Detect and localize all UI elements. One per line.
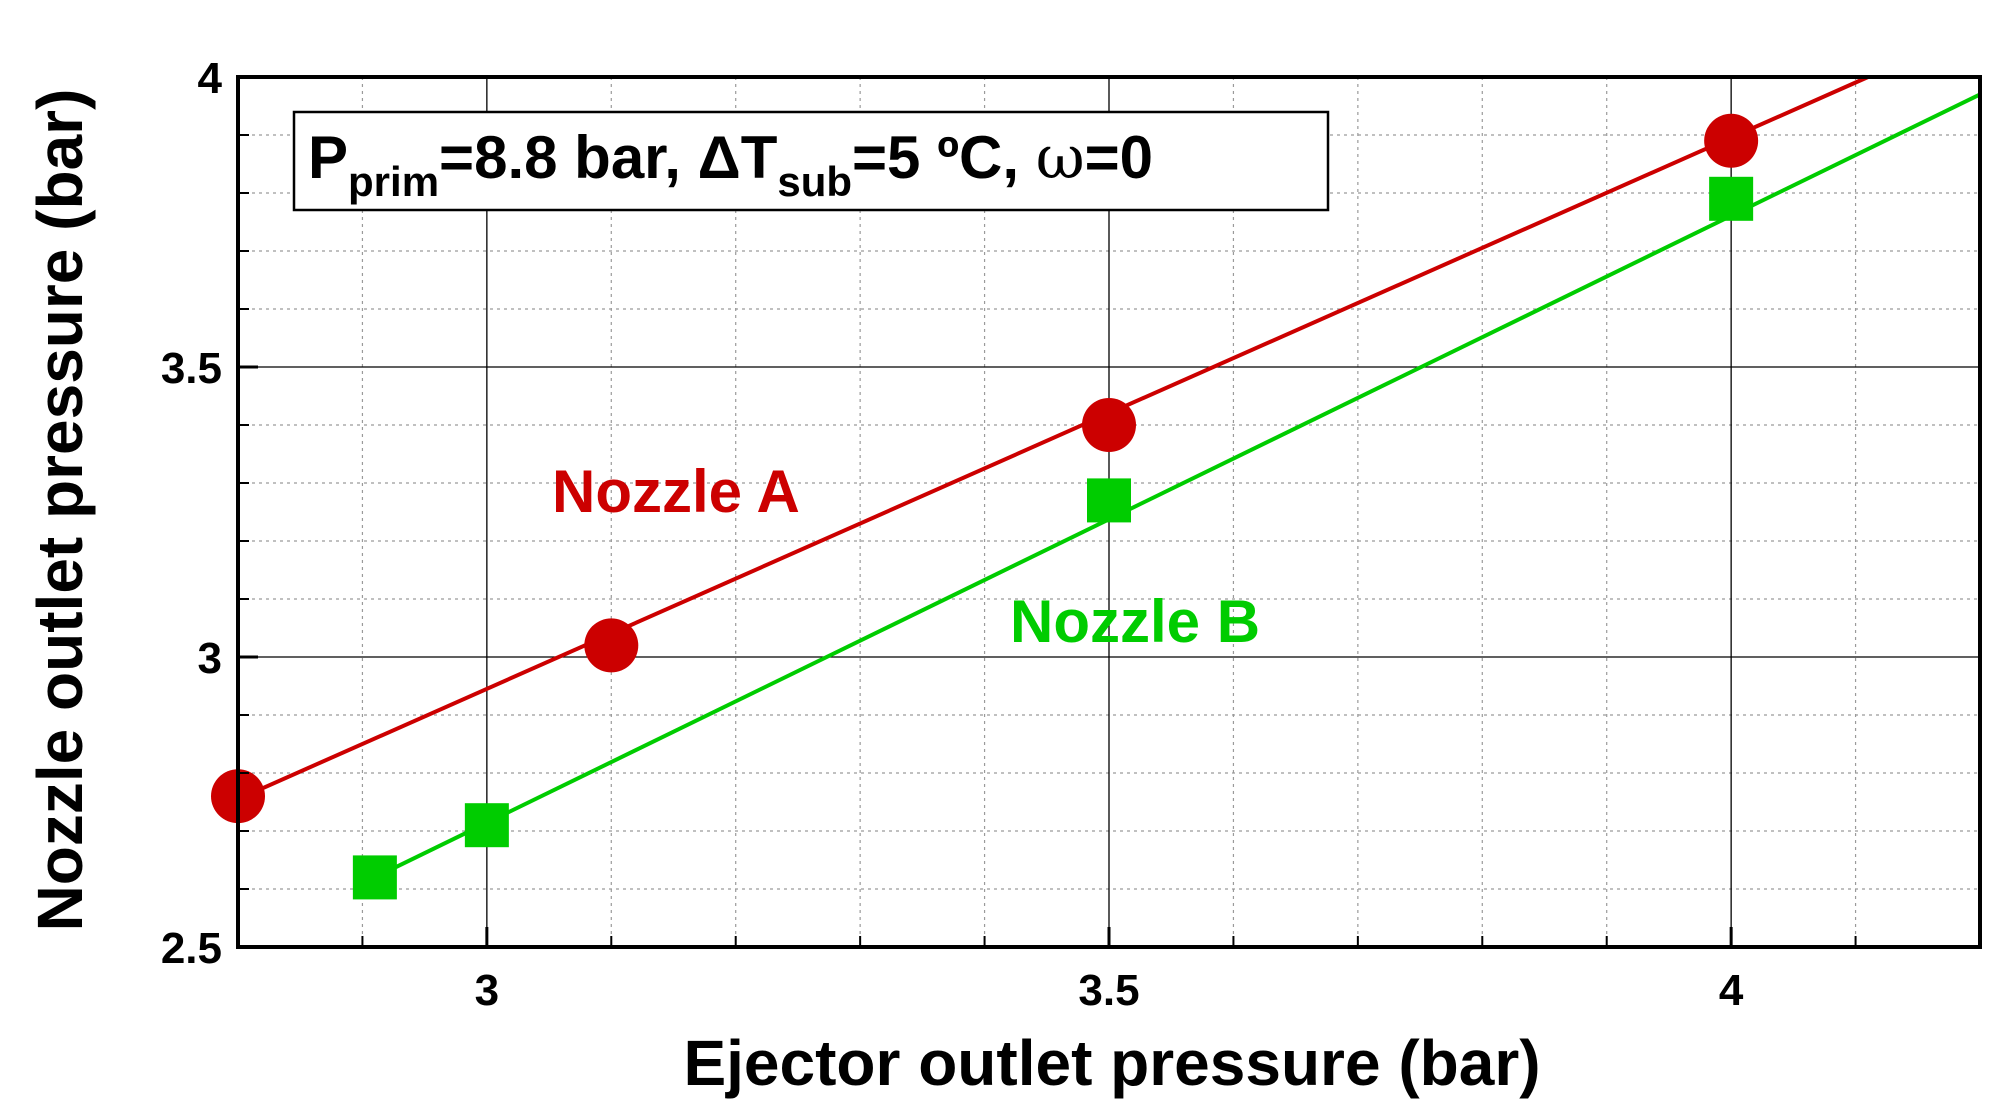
marker-nozzle-a	[1704, 113, 1759, 168]
x-tick-label: 4	[1719, 966, 1744, 1015]
marker-nozzle-b	[352, 855, 397, 900]
dt-symbol: ΔT	[698, 124, 778, 191]
x-tick-label: 3.5	[1078, 966, 1139, 1015]
omega-symbol: ω	[1036, 123, 1085, 193]
tick-labels: 3 3.5 4 2.5 3 3.5 4	[161, 54, 1744, 1015]
x-axis-title: Ejector outlet pressure (bar)	[683, 1027, 1540, 1099]
marker-nozzle-b	[1087, 478, 1131, 523]
dt-value: =5 ºC,	[852, 124, 1036, 191]
fit-line-nozzle-a	[237, 75, 1869, 801]
data-markers	[211, 113, 1759, 900]
series-label-nozzle-b: Nozzle B	[1010, 588, 1260, 655]
x-tick-label: 3	[475, 966, 499, 1015]
marker-nozzle-b	[464, 803, 509, 848]
y-axis-title: Nozzle outlet pressure (bar)	[24, 89, 96, 932]
y-tick-label: 3.5	[161, 344, 222, 393]
series-label-nozzle-a: Nozzle A	[552, 458, 800, 525]
y-tick-label: 4	[198, 54, 223, 103]
conditions-text: Pprim=8.8 bar, ΔTsub=5 ºC, ω=0	[308, 123, 1153, 205]
marker-nozzle-b	[1709, 176, 1754, 221]
p-symbol: P	[308, 124, 348, 191]
fit-line-nozzle-b	[373, 92, 1981, 880]
y-tick-label: 3	[198, 634, 222, 683]
y-tick-label: 2.5	[161, 924, 222, 973]
conditions-box: Pprim=8.8 bar, ΔTsub=5 ºC, ω=0	[292, 110, 1330, 212]
p-value: =8.8 bar,	[439, 124, 698, 191]
marker-nozzle-a	[1082, 398, 1136, 452]
dt-subscript: sub	[777, 158, 852, 205]
fit-lines	[237, 75, 1981, 880]
major-gridlines	[238, 77, 1980, 947]
omega-value: =0	[1085, 124, 1153, 191]
axis-ticks	[238, 75, 1857, 949]
marker-nozzle-a	[584, 618, 639, 673]
p-subscript: prim	[348, 158, 439, 205]
